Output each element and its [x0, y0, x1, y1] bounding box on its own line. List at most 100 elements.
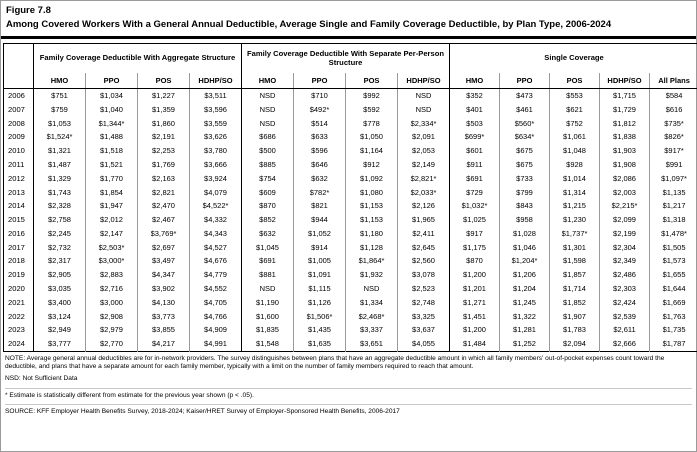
value-cell: $759 [33, 102, 86, 117]
value-cell: $1,115 [293, 281, 346, 296]
year-cell: 2023 [8, 325, 25, 335]
value-cell: $754 [241, 171, 294, 186]
value-cell: $1,005 [293, 254, 346, 268]
value-cell: $4,991 [188, 336, 242, 352]
year-cell: 2010 [8, 146, 25, 156]
value-cell: $2,697 [137, 240, 190, 255]
value-cell: $1,737* [549, 226, 600, 241]
value-cell: $2,328 [33, 198, 86, 213]
value-cell: $1,729 [599, 102, 650, 117]
value-cell: $4,527 [188, 240, 242, 255]
value-cell: $2,666 [599, 336, 650, 352]
value-cell: $2,053 [397, 143, 450, 158]
value-cell: $675 [499, 143, 550, 158]
value-cell: $1,175 [449, 240, 500, 255]
value-cell: $917 [449, 226, 500, 241]
value-cell: $616 [649, 102, 697, 117]
year-cell: 2018 [8, 256, 25, 266]
column-header-pos: POS [345, 72, 398, 89]
value-cell: $821 [293, 198, 346, 213]
column-header-hmo: HMO [449, 72, 500, 89]
value-cell: $1,322 [499, 309, 550, 324]
value-cell: $1,028 [499, 226, 550, 241]
value-cell: $1,046 [499, 240, 550, 255]
value-cell: $553 [549, 88, 600, 103]
value-cell: $1,548 [241, 336, 294, 352]
value-cell: $3,000 [85, 295, 138, 310]
source-note: SOURCE: KFF Employer Health Benefits Sur… [5, 404, 692, 419]
year-cell: 2009 [8, 132, 25, 142]
value-cell: $1,488 [85, 129, 138, 144]
table-row: 2018 $2,317 $3,000* $3,497 $4,676 $691 $1,005 $… [4, 254, 697, 268]
value-cell: $2,303 [599, 281, 650, 296]
title-block: Figure 7.8 Among Covered Workers With a … [1, 1, 696, 39]
value-cell: $1,227 [137, 88, 190, 103]
value-cell: $2,424 [599, 295, 650, 310]
value-cell: $4,343 [188, 226, 242, 241]
column-header-ppo: PPO [499, 72, 550, 89]
value-cell: $632 [293, 171, 346, 186]
column-header-row: HMO PPO POS HDHP/SO HMO PPO POS HDHP/SO HMO PPO PO… [4, 72, 697, 89]
value-cell: $3,497 [137, 254, 190, 268]
corner-cell [3, 43, 34, 89]
year-cell: 2014 [8, 201, 25, 211]
value-cell: $4,055 [397, 336, 450, 352]
column-header-hdhp-so: HDHP/SO [397, 72, 450, 89]
value-cell: NSD [241, 116, 294, 130]
deductible-table: Family Coverage Deductible With Aggregat… [3, 42, 697, 352]
value-cell: $4,676 [188, 254, 242, 268]
table-row: 2022 $3,124 $2,908 $3,773 $4,766 $1,600 $1,506… [4, 309, 697, 324]
table-row: 2023 $2,949 $2,979 $3,855 $4,909 $1,835 $1,435… [4, 323, 697, 337]
year-cell: 2008 [8, 118, 25, 128]
value-cell: $3,769* [137, 226, 190, 241]
value-cell: $2,560 [397, 254, 450, 268]
column-header-pos: POS [137, 72, 190, 89]
value-cell: $782* [293, 185, 346, 199]
value-cell: $992 [345, 88, 398, 103]
value-cell: $686 [241, 129, 294, 144]
value-cell: $2,908 [85, 309, 138, 324]
value-cell: $735* [649, 116, 697, 130]
value-cell: $1,573 [649, 254, 697, 268]
year-cell: 2006 [8, 90, 25, 100]
value-cell: $699* [449, 129, 500, 144]
table-row: 2019 $2,905 $2,883 $4,347 $4,779 $881 $1,091 $1… [4, 267, 697, 282]
value-cell: $4,217 [137, 336, 190, 352]
value-cell: $2,716 [85, 281, 138, 296]
value-cell: $2,012 [85, 212, 138, 227]
value-cell: $1,344* [85, 116, 138, 130]
value-cell: $1,153 [345, 198, 398, 213]
value-cell: $3,325 [397, 309, 450, 324]
note-text: NOTE: Average general annual deductibles… [5, 354, 665, 371]
value-cell: $2,758 [33, 212, 86, 227]
value-cell: $1,245 [499, 295, 550, 310]
value-cell: $2,191 [137, 129, 190, 144]
value-cell: $1,908 [599, 157, 650, 172]
value-cell: $2,470 [137, 198, 190, 213]
value-cell: $1,252 [499, 336, 550, 352]
value-cell: $1,524* [33, 129, 86, 144]
year-cell: 2011 [8, 159, 25, 169]
value-cell: $3,777 [33, 336, 86, 352]
value-cell: NSD [241, 102, 294, 117]
value-cell: $1,329 [33, 171, 86, 186]
value-cell: $2,821 [137, 185, 190, 199]
value-cell: $944 [293, 212, 346, 227]
value-cell: $352 [449, 88, 500, 103]
value-cell: $2,126 [397, 198, 450, 213]
year-cell: 2024 [8, 339, 25, 349]
table-row: 2010 $1,321 $1,518 $2,253 $3,780 $500 $596 $1,1… [4, 143, 697, 158]
value-cell: $1,860 [137, 116, 190, 130]
value-cell: $1,164 [345, 143, 398, 158]
value-cell: $917* [649, 143, 697, 158]
value-cell: $1,838 [599, 129, 650, 144]
value-cell: $843 [499, 198, 550, 213]
value-cell: $2,645 [397, 240, 450, 255]
value-cell: $2,486 [599, 267, 650, 282]
value-cell: $2,949 [33, 323, 86, 337]
value-cell: $1,835 [241, 323, 294, 337]
value-cell: $1,451 [449, 309, 500, 324]
table-row: 2007 $759 $1,040 $1,359 $3,596 NSD $492* $592 NS… [4, 102, 697, 117]
value-cell: $3,511 [188, 88, 242, 103]
value-cell: $3,902 [137, 281, 190, 296]
